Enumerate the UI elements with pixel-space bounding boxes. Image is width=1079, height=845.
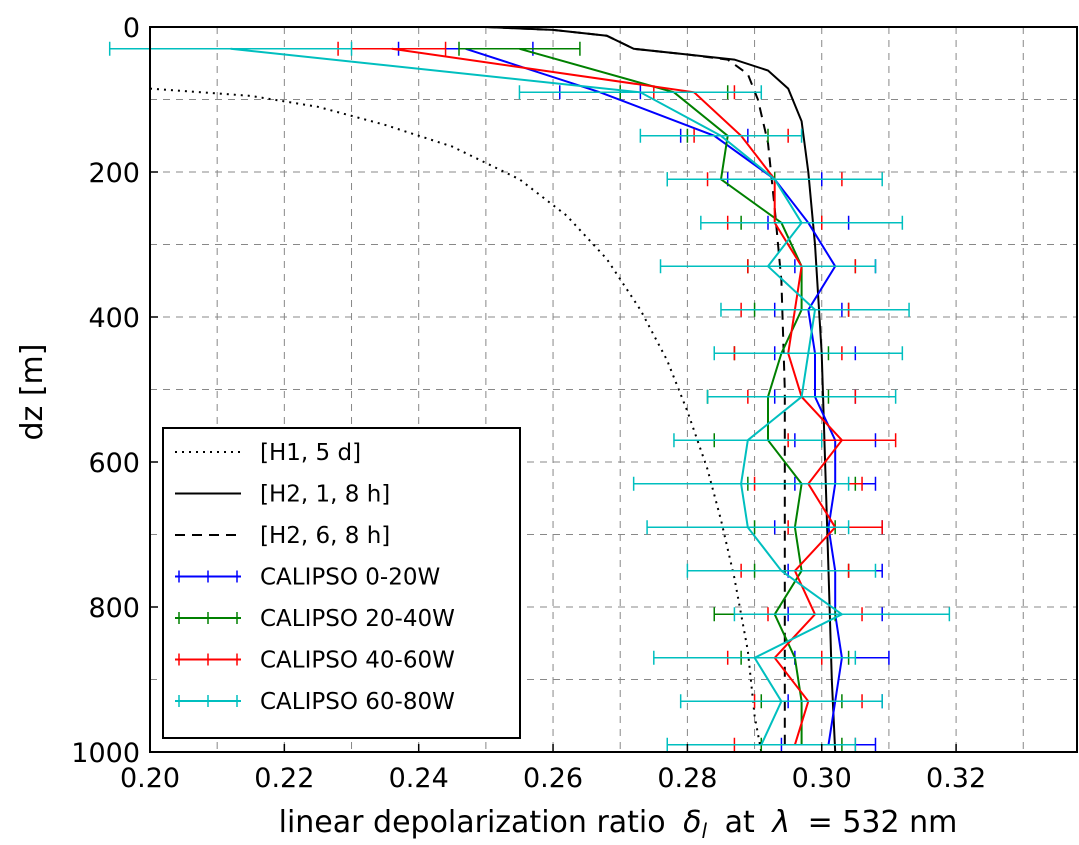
legend-label: CALIPSO 20-40W — [260, 606, 455, 632]
legend-label: CALIPSO 0-20W — [260, 565, 440, 591]
x-tick-label: 0.24 — [389, 763, 449, 794]
x-tick-label: 0.20 — [120, 763, 180, 794]
x-axis-label-subscript: l — [702, 819, 708, 843]
x-tick-label: 0.32 — [926, 763, 986, 794]
x-axis-label-text: linear depolarization ratio — [279, 805, 666, 840]
calipso-series-group — [108, 41, 951, 752]
x-tick-label: 0.28 — [657, 763, 717, 794]
legend-label: [H2, 1, 8 h] — [260, 482, 390, 508]
legend-label: CALIPSO 40-60W — [260, 648, 455, 674]
legend-box — [162, 427, 521, 739]
y-tick-label: 400 — [88, 303, 140, 334]
x-axis-label-at: at — [725, 805, 755, 840]
x-axis-label-lambda: λ — [770, 805, 790, 840]
legend-label: [H2, 6, 8 h] — [260, 523, 390, 549]
x-tick-label: 0.26 — [523, 763, 583, 794]
legend: [H1, 5 d] [H2, 1, 8 h] [H2, 6, 8 h] CALIPSO… — [162, 427, 521, 739]
y-tick-label: 600 — [88, 448, 140, 479]
y-tick-label: 800 — [88, 593, 140, 624]
x-tick-label: 0.30 — [792, 763, 852, 794]
legend-label: [H1, 5 d] — [260, 440, 361, 466]
model-series — [149, 26, 837, 753]
model-line — [485, 26, 786, 752]
x-axis-label: linear depolarization ratio δl at λ = 53… — [279, 805, 958, 845]
y-axis-label: dz [m] — [15, 344, 50, 441]
y-tick-label: 0 — [123, 13, 140, 44]
y-tick-label: 200 — [88, 158, 140, 189]
calipso-series — [108, 41, 951, 752]
x-tick-label: 0.22 — [254, 763, 314, 794]
legend-label: CALIPSO 60-80W — [260, 689, 455, 715]
y-tick-label: 1000 — [71, 738, 140, 769]
x-axis-label-tail: = 532 nm — [808, 805, 958, 840]
axis-ticks: 0.20 0.22 0.24 0.26 0.28 0.30 0.32 0 200 400 600 80… — [71, 13, 986, 794]
plot-frame — [149, 26, 1078, 753]
x-axis-label-symbol: δ — [683, 805, 701, 840]
